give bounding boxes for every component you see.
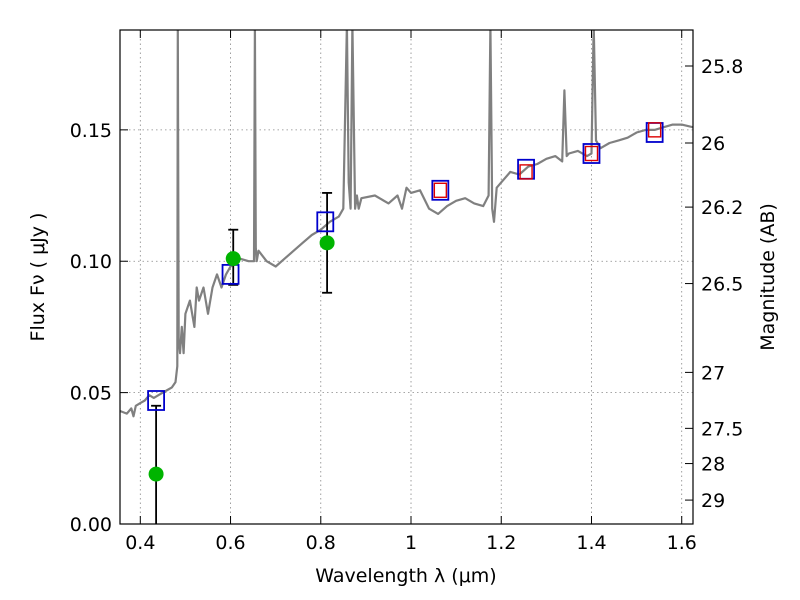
right-axis-label: Magnitude (AB) [757, 203, 779, 351]
model-photometry-box [582, 143, 601, 164]
x-tick-label: 1.2 [486, 532, 516, 554]
y-tick-label: 0.00 [70, 514, 112, 536]
y-tick-label: 0.05 [70, 383, 112, 405]
y-tick-label: 0.15 [70, 120, 112, 142]
x-tick-label: 1.4 [576, 532, 606, 554]
mag-tick-label: 26 [701, 133, 725, 155]
x-tick-label: 1.6 [667, 532, 697, 554]
plot-content [120, 30, 693, 524]
x-tick-label: 0.8 [306, 532, 336, 554]
mag-tick-label: 25.8 [701, 56, 743, 78]
y-tick-label: 0.10 [70, 251, 112, 273]
model-photometry-red-box [584, 145, 599, 162]
mag-tick-label: 26.2 [701, 197, 743, 219]
x-axis-label: Wavelength λ (μm) [315, 565, 496, 587]
mag-tick-label: 26.5 [701, 274, 743, 296]
x-tick-label: 0.4 [125, 532, 155, 554]
x-tick-label: 0.6 [215, 532, 245, 554]
model-photometry-box [431, 179, 450, 201]
model-photometry-red-box [647, 122, 662, 138]
model-photometry-box [316, 211, 335, 233]
axes-frame [119, 29, 694, 525]
observed-point [225, 251, 241, 267]
mag-tick-label: 28 [701, 454, 725, 476]
mag-tick-label: 27.5 [701, 418, 743, 440]
plot-area [120, 30, 693, 524]
observed-point [148, 466, 164, 482]
model-photometry-red-box [433, 182, 448, 198]
x-tick-label: 1 [405, 532, 417, 554]
spectrum-line [120, 30, 693, 418]
model-photometry-red-box [519, 164, 533, 180]
model-photometry-box [147, 390, 165, 411]
axis-ticks: 0.4 0.6 0.8 1 1.2 1.4 1.6 0.00 0.05 0.10 0.15 25.8 2… [70, 30, 743, 554]
observed-point [319, 235, 335, 251]
grid [120, 30, 693, 524]
mag-tick-label: 27 [701, 362, 725, 384]
y-axis-label: Flux Fν ( μJy ) [27, 213, 49, 342]
mag-tick-label: 29 [701, 490, 725, 512]
